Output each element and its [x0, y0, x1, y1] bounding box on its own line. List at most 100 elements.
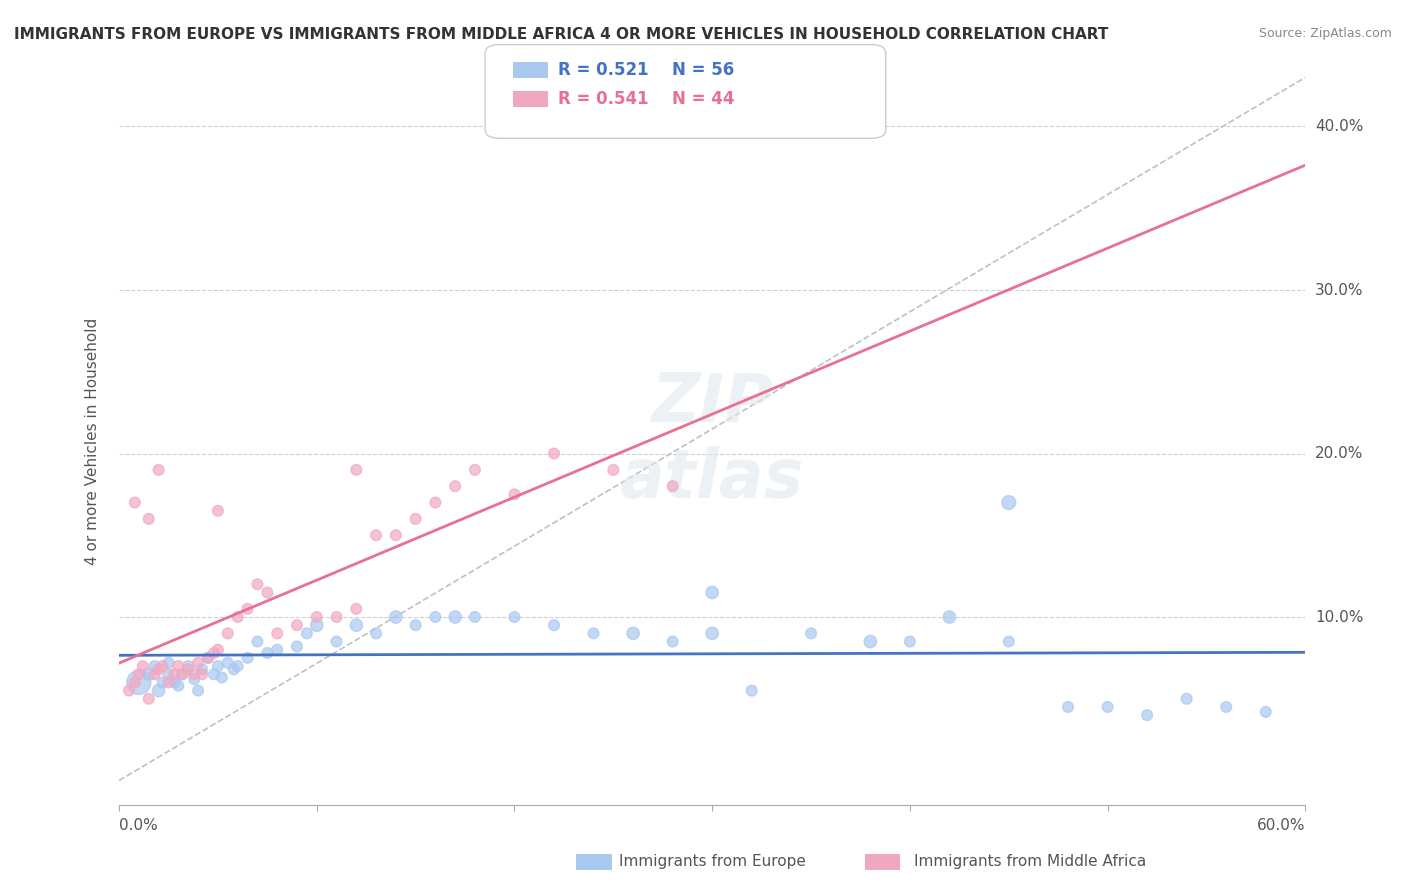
Point	[128, 667, 150, 681]
Point	[800, 626, 823, 640]
Point	[246, 634, 269, 648]
Point	[702, 585, 724, 599]
Point	[138, 691, 160, 706]
Point	[172, 667, 194, 681]
Point	[152, 675, 174, 690]
Point	[236, 651, 259, 665]
Point	[898, 634, 921, 648]
Point	[246, 577, 269, 591]
Point	[425, 610, 447, 624]
Point	[172, 667, 194, 681]
Point	[132, 659, 155, 673]
Point	[143, 659, 166, 673]
Point	[295, 626, 318, 640]
Point	[266, 642, 288, 657]
Text: Immigrants from Europe: Immigrants from Europe	[619, 855, 806, 869]
Point	[938, 610, 960, 624]
Point	[138, 667, 160, 681]
Point	[202, 667, 225, 681]
Point	[143, 667, 166, 681]
Text: R = 0.521: R = 0.521	[558, 61, 648, 78]
Point	[1057, 700, 1080, 714]
Text: 40.0%: 40.0%	[1315, 119, 1364, 134]
Point	[163, 675, 186, 690]
Point	[202, 646, 225, 660]
Text: 10.0%: 10.0%	[1315, 609, 1364, 624]
Point	[325, 634, 347, 648]
Point	[157, 656, 180, 670]
Point	[385, 528, 408, 542]
Point	[211, 671, 233, 685]
Point	[285, 640, 308, 654]
Text: N = 56: N = 56	[672, 61, 734, 78]
Point	[148, 463, 170, 477]
Point	[217, 626, 239, 640]
Point	[207, 504, 229, 518]
Point	[997, 495, 1019, 509]
Point	[344, 602, 367, 616]
Point	[285, 618, 308, 632]
Point	[425, 495, 447, 509]
Point	[364, 528, 387, 542]
Point	[702, 626, 724, 640]
Text: IMMIGRANTS FROM EUROPE VS IMMIGRANTS FROM MIDDLE AFRICA 4 OR MORE VEHICLES IN HO: IMMIGRANTS FROM EUROPE VS IMMIGRANTS FRO…	[14, 27, 1108, 42]
Point	[183, 672, 205, 686]
Point	[222, 662, 245, 676]
Point	[191, 667, 214, 681]
Point	[197, 651, 219, 665]
Point	[138, 512, 160, 526]
Point	[183, 667, 205, 681]
Text: Immigrants from Middle Africa: Immigrants from Middle Africa	[914, 855, 1146, 869]
Text: R = 0.541: R = 0.541	[558, 90, 648, 108]
Point	[226, 659, 249, 673]
Point	[444, 610, 467, 624]
Point	[236, 602, 259, 616]
Point	[741, 683, 763, 698]
Point	[167, 679, 190, 693]
Point	[124, 495, 146, 509]
Point	[621, 626, 644, 640]
Point	[1097, 700, 1119, 714]
Point	[177, 659, 200, 673]
Point	[187, 656, 209, 670]
Point	[997, 634, 1019, 648]
Point	[405, 512, 427, 526]
Point	[163, 667, 186, 681]
Point	[444, 479, 467, 493]
Point	[256, 646, 278, 660]
Point	[1254, 705, 1277, 719]
Point	[256, 585, 278, 599]
Text: 30.0%: 30.0%	[1315, 283, 1364, 298]
Point	[148, 683, 170, 698]
Point	[177, 662, 200, 676]
Point	[226, 610, 249, 624]
Point	[464, 610, 486, 624]
Point	[364, 626, 387, 640]
Point	[167, 659, 190, 673]
Point	[157, 667, 180, 681]
Text: 0.0%: 0.0%	[120, 818, 157, 833]
Point	[191, 662, 214, 676]
Point	[344, 618, 367, 632]
Point	[344, 463, 367, 477]
Point	[503, 487, 526, 501]
Point	[661, 479, 683, 493]
Point	[207, 659, 229, 673]
Point	[148, 662, 170, 676]
Point	[661, 634, 683, 648]
Point	[124, 675, 146, 690]
Text: ZIP
atlas: ZIP atlas	[620, 370, 804, 512]
Text: Source: ZipAtlas.com: Source: ZipAtlas.com	[1258, 27, 1392, 40]
Point	[464, 463, 486, 477]
Point	[217, 656, 239, 670]
Point	[266, 626, 288, 640]
Point	[305, 610, 328, 624]
Text: 60.0%: 60.0%	[1257, 818, 1305, 833]
Point	[543, 618, 565, 632]
Point	[325, 610, 347, 624]
Point	[602, 463, 624, 477]
Point	[187, 683, 209, 698]
Point	[543, 446, 565, 460]
Point	[405, 618, 427, 632]
Point	[157, 675, 180, 690]
